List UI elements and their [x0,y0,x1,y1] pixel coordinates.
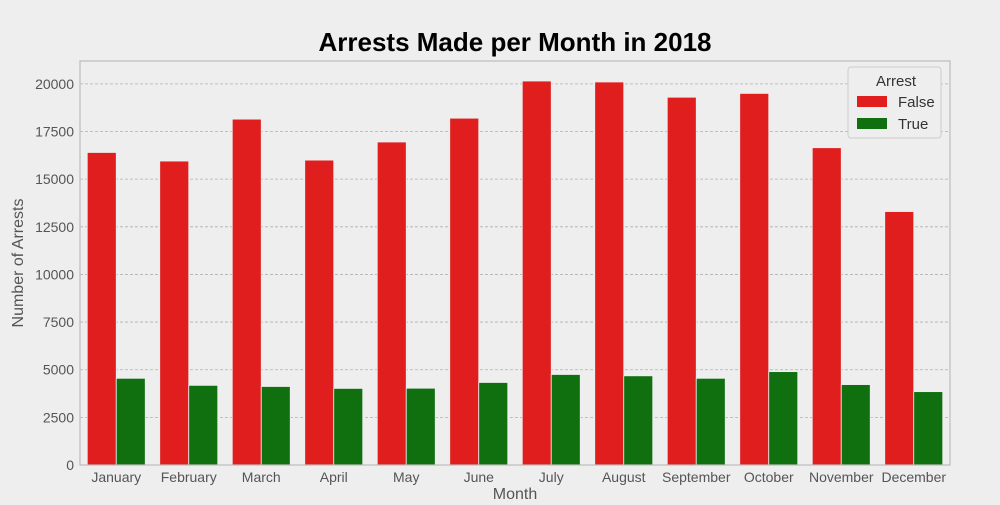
legend-label-false: False [898,94,935,111]
x-tick-label: July [539,469,564,485]
bar-true-march [260,386,291,466]
legend: Arrest False True [847,66,942,139]
x-tick-label: September [662,469,731,485]
plot-frame [79,60,951,466]
y-axis-label: Number of Arrests [10,199,27,328]
y-tick-label: 0 [66,457,74,473]
bars [86,80,944,466]
x-tick-label: August [602,469,646,485]
grid-lines [80,83,950,418]
y-tick-label: 5000 [43,362,74,378]
y-tick-label: 12500 [35,219,74,235]
x-tick-label: January [91,469,141,485]
bar-false-september [666,96,697,466]
y-tick-label: 20000 [35,76,74,92]
bar-true-june [478,382,509,466]
bar-true-september [695,377,726,466]
bar-false-november [811,147,842,466]
y-tick-label: 2500 [43,409,74,425]
bar-false-december [884,211,915,466]
x-tick-label: December [881,469,946,485]
x-tick-label: June [464,469,495,485]
bar-false-october [739,92,770,466]
bar-false-may [376,141,407,466]
bar-false-january [86,152,117,466]
x-tick-label: February [161,469,217,485]
bar-false-july [521,80,552,466]
x-tick-labels: January February March April May June July Augu… [91,469,946,485]
bar-true-august [623,375,654,466]
bar-true-may [405,387,436,466]
y-tick-labels: 0 2500 5000 7500 10000 12500 15000 17500 20000 [35,76,74,473]
bar-true-november [840,384,871,466]
y-tick-label: 15000 [35,171,74,187]
bar-false-april [304,159,335,466]
x-axis-label: Month [493,486,537,500]
legend-swatch-false [857,96,887,107]
legend-label-true: True [898,116,928,133]
y-tick-label: 7500 [43,314,74,330]
bar-true-january [115,377,146,466]
x-tick-label: March [242,469,281,485]
y-tick-label: 10000 [35,266,74,282]
x-tick-label: October [744,469,794,485]
bar-true-april [333,387,364,466]
bar-false-june [449,117,480,466]
x-tick-label: May [393,469,419,485]
chart-title: Arrests Made per Month in 2018 [319,27,712,57]
bar-false-march [231,118,262,466]
bar-true-december [913,391,944,466]
x-tick-label: April [320,469,348,485]
y-tick-label: 17500 [35,124,74,140]
bar-true-february [188,384,219,466]
legend-title: Arrest [876,73,917,90]
bar-false-august [594,81,625,466]
x-tick-label: November [809,469,874,485]
bar-true-july [550,374,581,466]
bar-true-october [768,371,799,466]
legend-swatch-true [857,118,887,129]
bar-false-february [159,160,190,466]
